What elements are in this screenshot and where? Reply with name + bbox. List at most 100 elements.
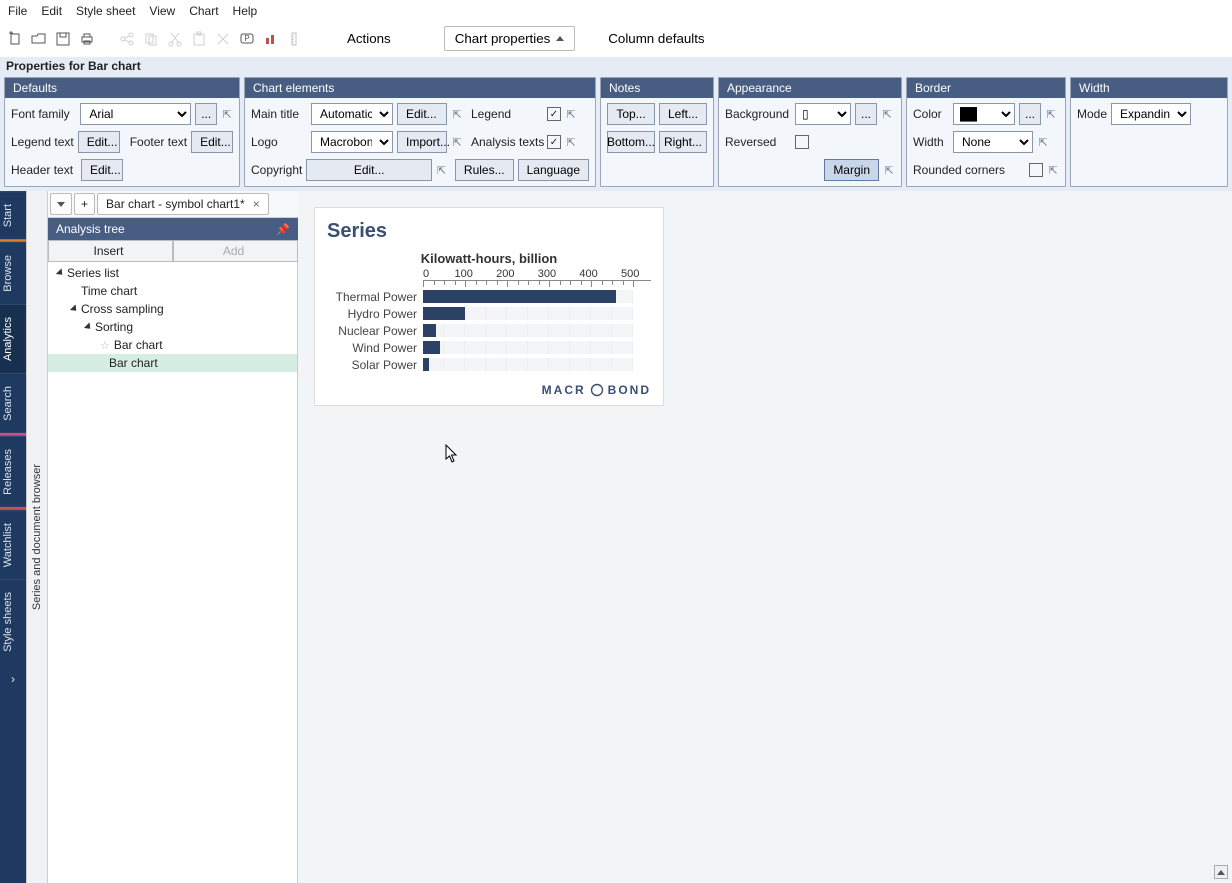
rail-search[interactable]: Search bbox=[0, 373, 26, 436]
tab-add-button[interactable]: + bbox=[74, 193, 95, 215]
document-tab[interactable]: Bar chart - symbol chart1* × bbox=[97, 193, 269, 215]
menu-edit[interactable]: Edit bbox=[41, 4, 62, 18]
actions-button[interactable]: Actions bbox=[336, 26, 402, 51]
chart-bars-icon[interactable] bbox=[262, 30, 280, 48]
border-color-select[interactable]: ██ bbox=[953, 103, 1015, 125]
save-icon[interactable] bbox=[54, 30, 72, 48]
menu-help[interactable]: Help bbox=[233, 4, 258, 18]
background-more-button[interactable]: ... bbox=[855, 103, 877, 125]
menu-chart[interactable]: Chart bbox=[189, 4, 218, 18]
pin-icon[interactable]: ⇱ bbox=[883, 164, 895, 177]
copy-icon[interactable] bbox=[142, 30, 160, 48]
tree-insert-button[interactable]: Insert bbox=[48, 240, 173, 262]
delete-icon[interactable] bbox=[214, 30, 232, 48]
rail-watchlist[interactable]: Watchlist bbox=[0, 510, 26, 579]
pin-icon[interactable]: ⇱ bbox=[451, 136, 463, 149]
tree-node[interactable]: Cross sampling bbox=[48, 300, 297, 318]
notes-top-button[interactable]: Top... bbox=[607, 103, 655, 125]
rail-releases[interactable]: Releases bbox=[0, 436, 26, 510]
tree-insert-label: Insert bbox=[93, 244, 123, 258]
column-defaults-button[interactable]: Column defaults bbox=[597, 26, 715, 51]
chart-properties-label: Chart properties bbox=[455, 31, 551, 46]
open-icon[interactable] bbox=[30, 30, 48, 48]
chevron-down-icon bbox=[57, 202, 65, 207]
menu-file[interactable]: File bbox=[8, 4, 27, 18]
analysis-tree: Series listTime chartCross samplingSorti… bbox=[48, 262, 298, 883]
notes-right-button[interactable]: Right... bbox=[659, 131, 707, 153]
main-title-edit-button[interactable]: Edit... bbox=[397, 103, 447, 125]
new-doc-icon[interactable] bbox=[6, 30, 24, 48]
rail-start[interactable]: Start bbox=[0, 191, 26, 242]
analysis-texts-label: Analysis texts bbox=[471, 135, 543, 149]
chart-title: Series bbox=[327, 220, 651, 243]
reversed-checkbox[interactable] bbox=[795, 135, 809, 149]
pin-icon[interactable]: ⇱ bbox=[1037, 136, 1049, 149]
rail-browse[interactable]: Browse bbox=[0, 242, 26, 304]
border-color-more-button[interactable]: ... bbox=[1019, 103, 1041, 125]
rules-button[interactable]: Rules... bbox=[455, 159, 514, 181]
tab-dropdown-button[interactable] bbox=[50, 193, 72, 215]
analysis-texts-checkbox[interactable]: ✓ bbox=[547, 135, 561, 149]
rail-stylesheets[interactable]: Style sheets bbox=[0, 579, 26, 664]
tree-twisty-placeholder bbox=[72, 287, 77, 295]
legend-text-edit-button[interactable]: Edit... bbox=[78, 131, 120, 153]
width-mode-select[interactable]: Expanding bbox=[1111, 103, 1191, 125]
pin-icon[interactable]: ⇱ bbox=[451, 108, 463, 121]
tree-node[interactable]: Sorting bbox=[48, 318, 297, 336]
width-header: Width bbox=[1071, 78, 1227, 98]
analysis-tree-title: Analysis tree bbox=[56, 222, 125, 236]
pin-icon[interactable]: ⇱ bbox=[1047, 164, 1059, 177]
rail-analytics[interactable]: Analytics bbox=[0, 304, 26, 373]
background-color-select[interactable]: ▯ bbox=[795, 103, 851, 125]
logo-select[interactable]: Macrobond bbox=[311, 131, 393, 153]
paste-icon[interactable] bbox=[190, 30, 208, 48]
logo-import-button[interactable]: Import... bbox=[397, 131, 447, 153]
tree-node[interactable]: Time chart bbox=[48, 282, 297, 300]
bar-track bbox=[423, 324, 633, 337]
chart-x-axis: 0100200300400500 bbox=[423, 268, 651, 280]
main-title-select[interactable]: Automatic bbox=[311, 103, 393, 125]
font-family-more-button[interactable]: ... bbox=[195, 103, 217, 125]
pin-icon[interactable]: ⇱ bbox=[221, 108, 233, 121]
menu-view[interactable]: View bbox=[149, 4, 175, 18]
tree-node[interactable]: Bar chart bbox=[48, 354, 297, 372]
pin-icon[interactable]: ⇱ bbox=[881, 108, 893, 121]
pin-icon[interactable]: 📌 bbox=[276, 223, 290, 236]
copyright-edit-button[interactable]: Edit... bbox=[306, 159, 432, 181]
close-icon[interactable]: × bbox=[253, 197, 260, 211]
pin-icon[interactable]: ⇱ bbox=[436, 164, 447, 177]
axis-tick-label: 200 bbox=[484, 268, 526, 280]
border-width-label: Width bbox=[913, 135, 949, 149]
margin-button[interactable]: Margin bbox=[824, 159, 879, 181]
rounded-corners-checkbox[interactable] bbox=[1029, 163, 1043, 177]
bar-track bbox=[423, 358, 633, 371]
scroll-up-button[interactable] bbox=[1214, 865, 1228, 879]
ruler-icon[interactable] bbox=[286, 30, 304, 48]
language-button[interactable]: Language bbox=[518, 159, 589, 181]
legend-checkbox[interactable]: ✓ bbox=[547, 107, 561, 121]
footer-text-edit-button[interactable]: Edit... bbox=[191, 131, 233, 153]
presentation-icon[interactable]: P bbox=[238, 30, 256, 48]
header-text-edit-button[interactable]: Edit... bbox=[81, 159, 123, 181]
cut-icon[interactable] bbox=[166, 30, 184, 48]
tree-twisty-placeholder bbox=[100, 359, 105, 367]
bar-fill bbox=[423, 358, 429, 371]
pin-icon[interactable]: ⇱ bbox=[565, 136, 577, 149]
border-width-select[interactable]: None bbox=[953, 131, 1033, 153]
pin-icon[interactable]: ⇱ bbox=[565, 108, 577, 121]
reversed-label: Reversed bbox=[725, 135, 791, 149]
notes-left-button[interactable]: Left... bbox=[659, 103, 707, 125]
notes-bottom-button[interactable]: Bottom... bbox=[607, 131, 655, 153]
tree-node[interactable]: Series list bbox=[48, 264, 297, 282]
series-document-browser-rail[interactable]: Series and document browser bbox=[26, 191, 48, 883]
share-icon[interactable] bbox=[118, 30, 136, 48]
tree-add-button[interactable]: Add bbox=[173, 240, 298, 262]
menu-stylesheet[interactable]: Style sheet bbox=[76, 4, 135, 18]
tree-node[interactable]: ☆Bar chart bbox=[48, 336, 297, 354]
main-title-label: Main title bbox=[251, 107, 307, 121]
print-icon[interactable] bbox=[78, 30, 96, 48]
pin-icon[interactable]: ⇱ bbox=[1045, 108, 1057, 121]
rail-expand-icon[interactable]: › bbox=[11, 664, 15, 694]
font-family-select[interactable]: Arial bbox=[80, 103, 191, 125]
chart-properties-button[interactable]: Chart properties bbox=[444, 26, 576, 51]
